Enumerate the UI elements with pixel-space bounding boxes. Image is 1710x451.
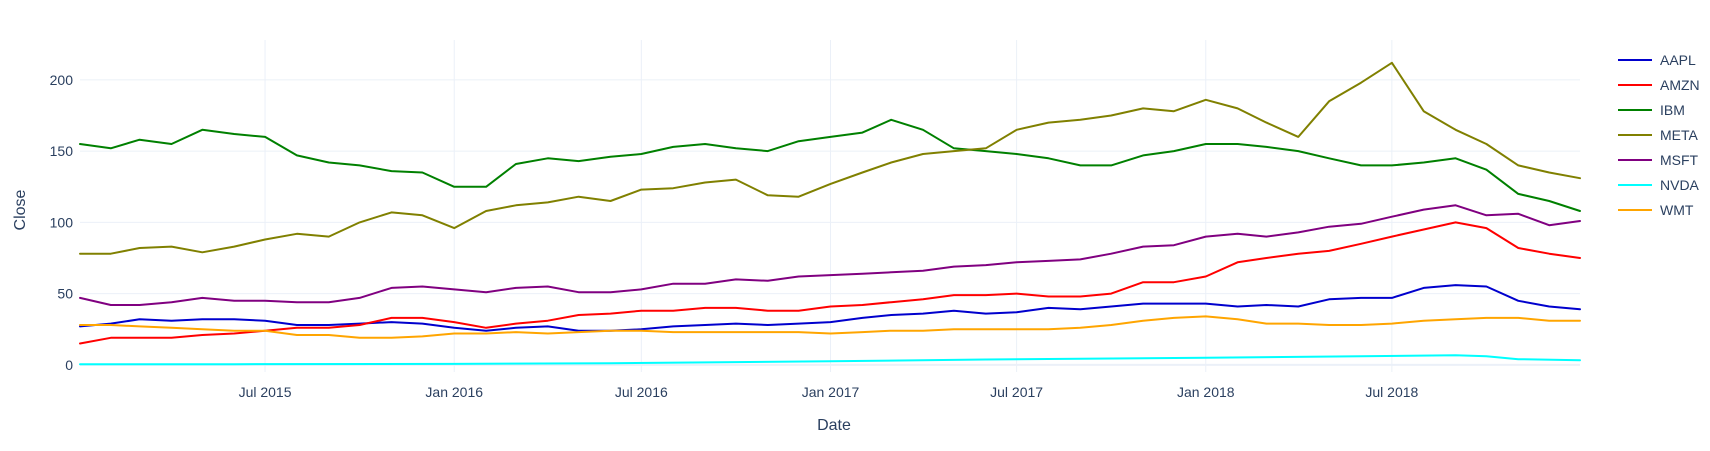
series-line-msft <box>79 204 1581 306</box>
x-axis-title: Date <box>817 417 851 434</box>
legend[interactable]: AAPL AMZN IBM META MSFT NVDA WMT <box>1618 52 1700 218</box>
legend-label: WMT <box>1660 202 1694 218</box>
legend-item-nvda[interactable]: NVDA <box>1618 177 1700 193</box>
series-line-wmt <box>79 315 1581 339</box>
y-tick-label: 150 <box>50 143 74 159</box>
grid <box>80 40 1580 372</box>
series-line-amzn <box>79 221 1581 345</box>
legend-label: NVDA <box>1660 177 1700 193</box>
x-tick-label: Jul 2017 <box>990 384 1043 400</box>
y-tick-label: 50 <box>57 286 73 302</box>
x-tick-label: Jul 2018 <box>1365 384 1418 400</box>
x-tick-label: Jul 2016 <box>615 384 668 400</box>
plot-area <box>79 61 1581 366</box>
legend-item-meta[interactable]: META <box>1618 127 1699 143</box>
legend-item-wmt[interactable]: WMT <box>1618 202 1694 218</box>
legend-label: META <box>1660 127 1699 143</box>
y-tick-label: 0 <box>65 357 73 373</box>
legend-item-ibm[interactable]: IBM <box>1618 102 1685 118</box>
y-tick-label: 100 <box>50 214 74 230</box>
series-line-ibm <box>79 118 1581 212</box>
legend-item-aapl[interactable]: AAPL <box>1618 52 1696 68</box>
legend-item-msft[interactable]: MSFT <box>1618 152 1699 168</box>
series-line-nvda <box>79 354 1581 366</box>
legend-label: AAPL <box>1660 52 1696 68</box>
x-tick-label: Jan 2016 <box>425 384 483 400</box>
x-tick-label: Jul 2015 <box>239 384 292 400</box>
y-tick-label: 200 <box>50 72 74 88</box>
legend-label: IBM <box>1660 102 1685 118</box>
series-line-aapl <box>79 284 1581 332</box>
series-line-meta <box>79 61 1581 255</box>
y-axis-ticks: 0 50 100 150 200 <box>50 72 74 373</box>
legend-item-amzn[interactable]: AMZN <box>1618 77 1700 93</box>
y-axis-title: Close <box>12 189 29 230</box>
legend-label: AMZN <box>1660 77 1700 93</box>
x-tick-label: Jan 2018 <box>1177 384 1235 400</box>
x-axis-ticks: Jul 2015 Jan 2016 Jul 2016 Jan 2017 Jul 2017… <box>239 384 1419 400</box>
legend-label: MSFT <box>1660 152 1699 168</box>
x-tick-label: Jan 2017 <box>802 384 860 400</box>
